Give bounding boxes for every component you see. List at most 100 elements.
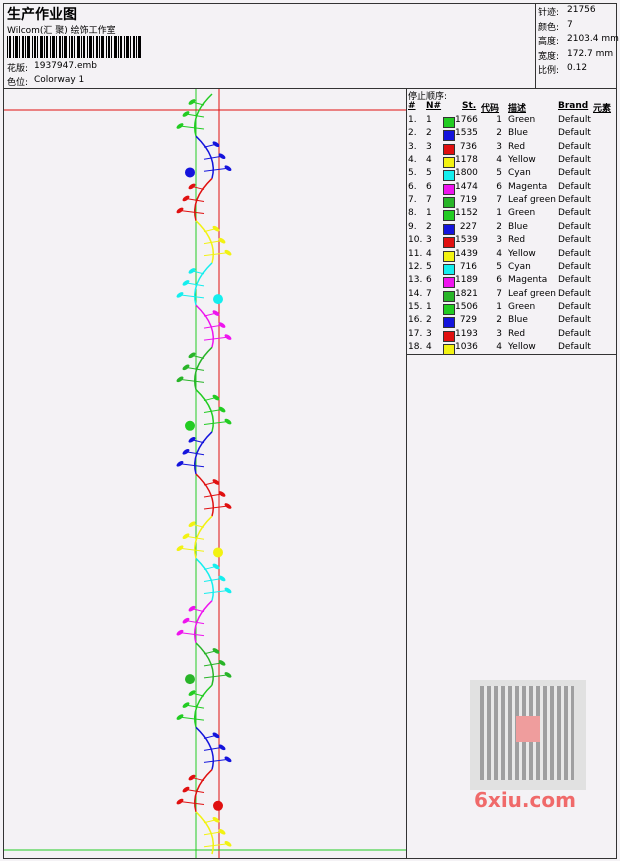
color-swatch bbox=[443, 197, 455, 209]
row-stitches: 1193 bbox=[455, 328, 478, 339]
row-stitches: 716 bbox=[459, 261, 477, 272]
bar bbox=[50, 36, 51, 58]
row-code: 1 bbox=[496, 115, 502, 125]
stops-title: 停止顺序: bbox=[408, 92, 448, 102]
bar bbox=[89, 36, 92, 58]
row-index: 12. bbox=[408, 261, 423, 272]
flower bbox=[213, 800, 223, 811]
bar bbox=[62, 36, 63, 58]
twig bbox=[185, 620, 205, 625]
twig bbox=[179, 209, 205, 214]
row-stitches: 1152 bbox=[455, 208, 478, 219]
twig bbox=[203, 397, 217, 402]
bar bbox=[87, 36, 88, 58]
row-description: Yellow bbox=[508, 341, 536, 352]
stem bbox=[194, 93, 213, 137]
twig bbox=[203, 167, 229, 172]
stat-label: 颜色: bbox=[538, 22, 560, 33]
row-stitches: 1535 bbox=[455, 128, 478, 139]
stem bbox=[194, 600, 213, 644]
twig bbox=[185, 704, 205, 709]
twig bbox=[203, 746, 223, 751]
row-stitches: 1439 bbox=[455, 248, 478, 259]
row-index: 7. bbox=[408, 195, 417, 206]
row-code: 3 bbox=[496, 141, 502, 152]
color-swatch bbox=[443, 290, 455, 302]
twig bbox=[191, 439, 205, 444]
row-index: 1. bbox=[408, 115, 417, 125]
twig bbox=[203, 565, 217, 570]
barcode bbox=[7, 36, 141, 58]
row-description: Cyan bbox=[508, 261, 531, 272]
column-header: # bbox=[408, 101, 416, 111]
twig bbox=[203, 312, 217, 317]
twig bbox=[203, 674, 229, 679]
twig bbox=[203, 819, 217, 824]
bar bbox=[69, 36, 70, 58]
bar bbox=[96, 36, 98, 58]
twig bbox=[203, 409, 223, 414]
twig bbox=[191, 354, 205, 359]
row-description: Blue bbox=[508, 221, 528, 232]
row-brand: Default bbox=[558, 301, 591, 312]
stat-value: 2103.4 mm bbox=[567, 34, 619, 44]
color-swatch bbox=[443, 183, 455, 195]
row-description: Magenta bbox=[508, 275, 548, 286]
bar bbox=[114, 36, 117, 58]
stem bbox=[194, 431, 213, 475]
row-brand: Default bbox=[558, 115, 591, 125]
twig bbox=[185, 789, 205, 794]
stem bbox=[195, 811, 214, 855]
twig bbox=[179, 801, 205, 806]
stem bbox=[195, 557, 214, 601]
row-description: Magenta bbox=[508, 181, 548, 192]
color-swatch bbox=[443, 237, 455, 249]
row-description: Red bbox=[508, 235, 526, 246]
stat-value: 21756 bbox=[567, 5, 596, 15]
bar bbox=[126, 36, 129, 58]
twig bbox=[203, 493, 223, 498]
bar bbox=[32, 36, 33, 58]
design: 1937947.emb bbox=[34, 61, 97, 71]
row-brand: Default bbox=[558, 315, 591, 326]
bar bbox=[9, 36, 11, 58]
color-swatch bbox=[443, 157, 455, 169]
bar bbox=[106, 36, 107, 58]
row-brand: Default bbox=[558, 328, 591, 339]
row-code: 4 bbox=[496, 341, 502, 352]
row-code: 2 bbox=[496, 128, 502, 139]
company: Wilcom(汇 聚) 绘饰工作室 bbox=[7, 26, 116, 36]
watermark: 6xiu.com bbox=[474, 788, 576, 812]
row-needle: 4 bbox=[426, 155, 432, 166]
stem bbox=[195, 642, 214, 686]
stem bbox=[194, 262, 213, 306]
color-swatch bbox=[443, 277, 455, 289]
bar bbox=[120, 36, 122, 58]
twig bbox=[203, 758, 229, 763]
row-needle: 3 bbox=[426, 141, 432, 152]
row-code: 1 bbox=[496, 208, 502, 219]
stem bbox=[195, 135, 214, 179]
stem bbox=[194, 177, 213, 221]
row-brand: Default bbox=[558, 168, 591, 179]
stem bbox=[195, 304, 214, 348]
bar bbox=[71, 36, 73, 58]
row-description: Green bbox=[508, 301, 536, 312]
row-code: 4 bbox=[496, 155, 502, 166]
row-needle: 5 bbox=[426, 261, 432, 272]
twig bbox=[185, 113, 205, 118]
twig bbox=[191, 270, 205, 275]
twig bbox=[203, 240, 223, 245]
qr-logo bbox=[516, 716, 540, 742]
row-index: 13. bbox=[408, 275, 423, 286]
bar bbox=[13, 36, 14, 58]
row-description: Green bbox=[508, 208, 536, 219]
bar bbox=[27, 36, 30, 58]
bar bbox=[99, 36, 100, 58]
row-index: 18. bbox=[408, 341, 423, 352]
row-code: 7 bbox=[496, 288, 502, 299]
row-stitches: 729 bbox=[459, 315, 477, 326]
twig bbox=[179, 632, 205, 637]
bar bbox=[74, 36, 75, 58]
row-needle: 2 bbox=[426, 221, 432, 232]
